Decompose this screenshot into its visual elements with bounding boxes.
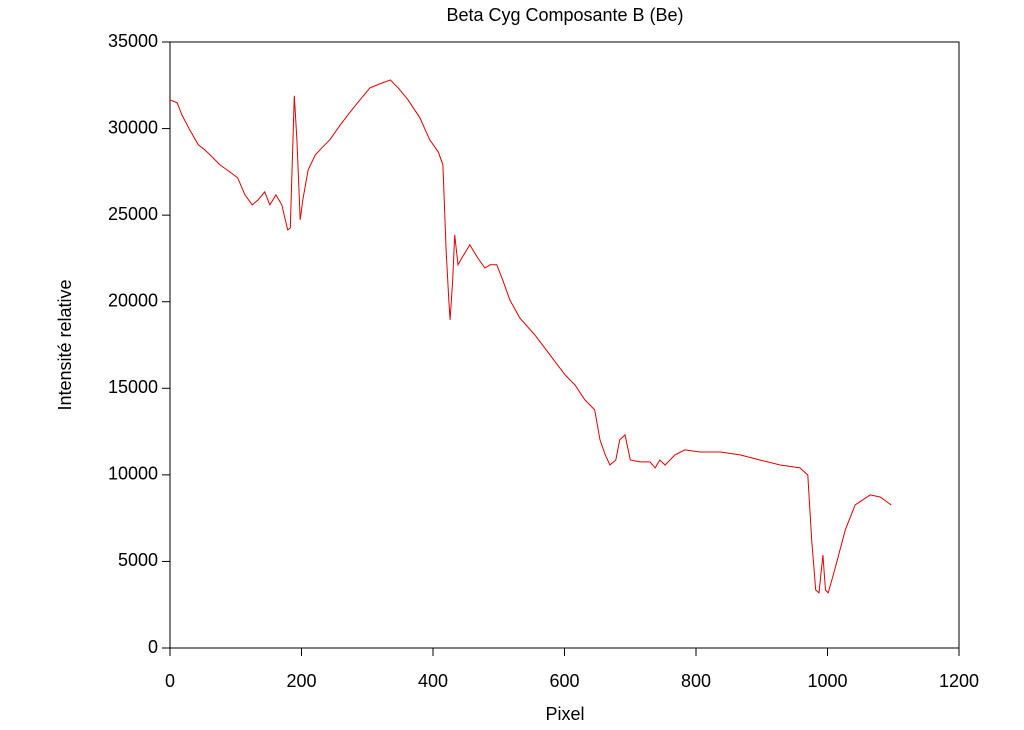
x-tick-label: 1000 [807,671,847,691]
y-tick-label: 20000 [108,290,158,310]
x-tick-label: 1200 [939,671,979,691]
x-tick-label: 600 [549,671,579,691]
y-tick-label: 15000 [108,377,158,397]
y-tick-label: 25000 [108,204,158,224]
x-tick-label: 0 [165,671,175,691]
y-tick-label: 35000 [108,31,158,51]
y-axis-label: Intensité relative [55,279,75,410]
y-tick-label: 10000 [108,464,158,484]
data-line [169,79,892,594]
x-tick-label: 800 [681,671,711,691]
y-tick-label: 5000 [118,550,158,570]
y-tick-label: 30000 [108,117,158,137]
y-tick-label: 0 [148,637,158,657]
x-tick-label: 200 [286,671,316,691]
x-tick-label: 400 [418,671,448,691]
x-axis-label: Pixel [545,704,584,724]
chart-title: Beta Cyg Composante B (Be) [446,5,683,25]
plot-frame [169,41,960,649]
